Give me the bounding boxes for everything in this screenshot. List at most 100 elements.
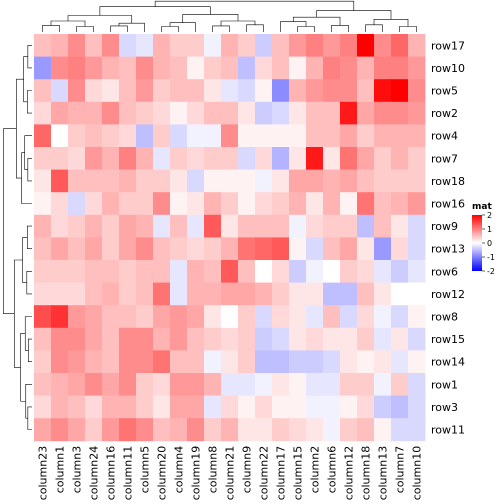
heatmap-cell [221,79,239,103]
row-label: row6 [431,265,458,278]
heatmap-cell [306,260,324,283]
heatmap-cell [187,56,205,80]
dendrogram-branch [25,384,32,419]
column-label: column20 [156,446,169,501]
heatmap-cell [391,79,409,103]
heatmap-cell [391,327,409,351]
dendrogram-branch [365,24,383,32]
heatmap-cell [221,305,239,329]
legend-tick-label: 1 [487,225,492,234]
heatmap-cell [51,305,69,329]
heatmap-cell [102,350,120,374]
heatmap-cell [391,101,409,125]
heatmap-cell [34,282,52,306]
heatmap-cell [85,147,103,170]
heatmap-cell [391,147,409,170]
legend-tick-label: 2 [487,211,492,220]
heatmap-cell [374,305,392,329]
heatmap-cell [68,282,86,306]
heatmap-cell [68,124,86,148]
heatmap-cell [170,101,188,125]
dendrogram-branch [26,271,32,295]
dendrogram-branch [14,259,23,368]
heatmap-cell [323,260,341,283]
heatmap-cell [187,373,205,396]
heatmap-cell [68,192,86,216]
column-label: column22 [258,446,271,501]
row-label: row1 [431,378,458,391]
heatmap-cell [408,373,426,396]
heatmap-cell [374,327,392,351]
heatmap-cell [204,282,222,306]
heatmap-cell [204,192,222,216]
dendrogram-branch [42,25,60,32]
dendrogram-branch [27,225,32,249]
legend-color-bar [472,215,482,271]
heatmap-cell [340,192,358,216]
heatmap-cell [119,56,137,80]
heatmap-cell [408,327,426,351]
heatmap-cell [255,34,273,57]
legend-ticks: 2 1 0 -1 -2 [482,211,495,276]
column-label: column9 [241,446,254,494]
heatmap-cell [153,169,171,193]
heatmap-cell [51,34,69,57]
heatmap-cell [340,237,358,261]
heatmap-cell [408,395,426,419]
heatmap-cell [68,79,86,103]
heatmap-cell [170,282,188,306]
heatmap-cell [102,327,120,351]
heatmap-cell [408,350,426,374]
heatmap-cell [323,192,341,216]
heatmap-cell [391,395,409,419]
heatmap-cell [51,124,69,148]
dendrogram-branch [169,22,196,32]
column-label: column7 [394,446,407,494]
heatmap-cell [170,305,188,329]
heatmap-cell [136,327,154,351]
heatmap-cell [102,34,120,57]
heatmap-cell [187,34,205,57]
heatmap-cell [51,237,69,261]
heatmap-cell [153,373,171,396]
heatmap-cell [153,214,171,238]
heatmap-cell [170,214,188,238]
heatmap-cell [408,124,426,148]
row-label: row11 [431,424,465,437]
heatmap-cell [272,101,290,125]
heatmap-cell [272,56,290,80]
heatmap-cell [85,237,103,261]
heatmap-cell [85,34,103,57]
heatmap-cell [238,282,256,306]
heatmap-cell [85,101,103,125]
heatmap-cell [102,260,120,283]
heatmap-cell [170,350,188,374]
heatmap-cell [85,395,103,419]
heatmap-cell [238,418,256,442]
heatmap-cell [272,373,290,396]
row-label: row12 [431,288,465,301]
heatmap-cell [221,418,239,442]
heatmap-cell [289,79,307,103]
heatmap-cell [374,79,392,103]
dendrogram-branch [182,14,239,23]
heatmap-cell [391,260,409,283]
heatmap-cell [391,56,409,80]
heatmap-cell [374,373,392,396]
heatmap-cell [221,34,239,57]
heatmap-cell [51,192,69,216]
heatmap-cell [340,305,358,329]
heatmap-cell [357,327,375,351]
heatmap-cell [272,282,290,306]
heatmap-cell [374,192,392,216]
heatmap-cell [170,147,188,170]
heatmap-cell [357,169,375,193]
heatmap-cell [204,101,222,125]
legend-title: mat [472,202,492,212]
dendrogram-branch [399,26,417,32]
heatmap-cell [34,169,52,193]
column-label: column19 [190,446,203,501]
heatmap-cell [170,237,188,261]
row-label: row8 [431,311,458,324]
heatmap-cell [289,101,307,125]
